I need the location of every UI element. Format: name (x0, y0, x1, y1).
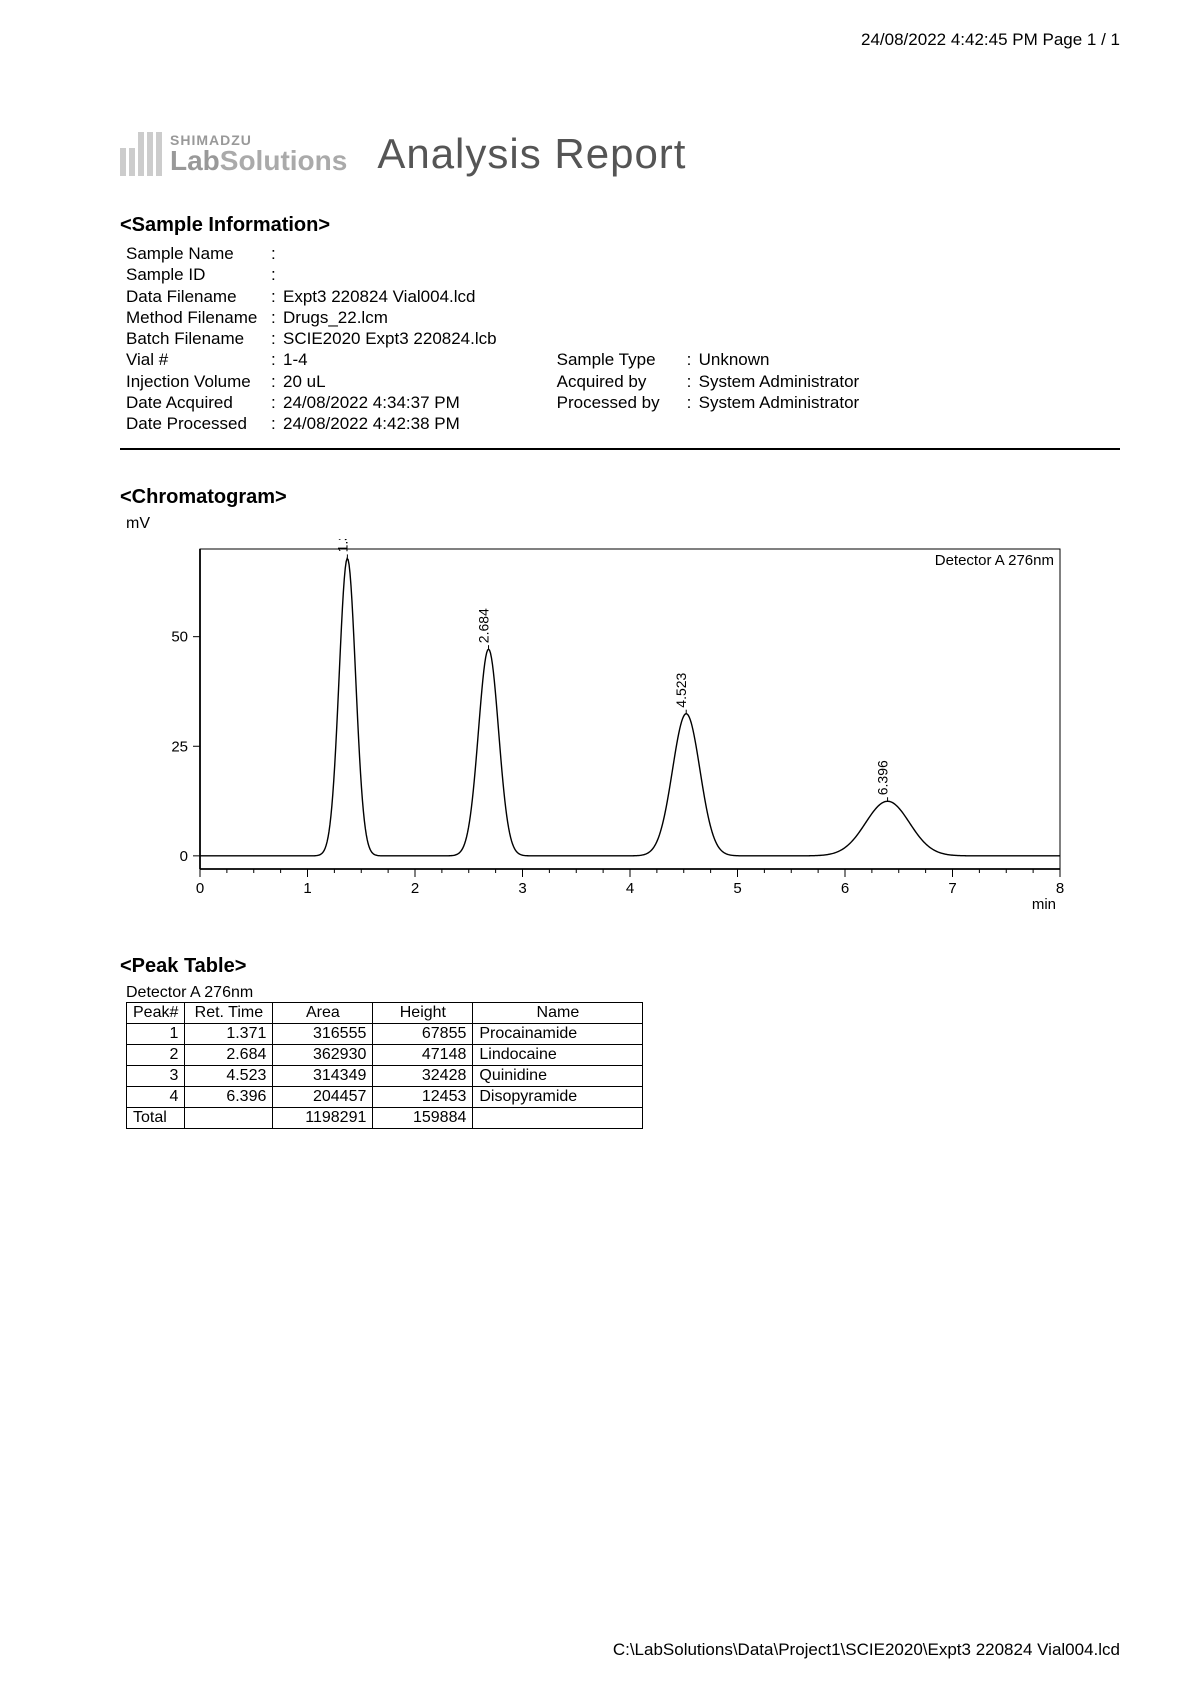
section-peak-table: <Peak Table> (120, 955, 1120, 978)
sample-field: Processed by:System Administrator (557, 392, 860, 413)
svg-text:6.396: 6.396 (875, 760, 891, 795)
table-row: 46.39620445712453Disopyramide (127, 1087, 643, 1108)
field-label: Sample Type (557, 349, 687, 370)
field-label: Acquired by (557, 371, 687, 392)
svg-text:8: 8 (1056, 880, 1064, 897)
column-header: Ret. Time (185, 1003, 273, 1024)
field-value: 1-4 (283, 349, 308, 370)
svg-text:0: 0 (196, 880, 204, 897)
sample-field: Method Filename:Drugs_22.lcm (126, 307, 497, 328)
logo-bars-icon (120, 132, 162, 176)
peak-table-detector: Detector A 276nm (126, 984, 1120, 1002)
sample-field: Sample Name: (126, 243, 497, 264)
field-label: Date Acquired (126, 392, 271, 413)
table-row: 34.52331434932428Quinidine (127, 1066, 643, 1087)
section-sample-info: <Sample Information> (120, 214, 1120, 237)
svg-text:7: 7 (948, 880, 956, 897)
column-header: Name (473, 1003, 643, 1024)
field-label: Sample ID (126, 264, 271, 285)
header-timestamp: 24/08/2022 4:42:45 PM Page 1 / 1 (861, 30, 1120, 49)
field-value: Expt3 220824 Vial004.lcd (283, 286, 476, 307)
field-value: 20 uL (283, 371, 326, 392)
sample-field: Sample Type:Unknown (557, 349, 860, 370)
column-header: Height (373, 1003, 473, 1024)
title-row: SHIMADZU LabSolutions Analysis Report (120, 130, 1120, 178)
sample-field: Data Filename:Expt3 220824 Vial004.lcd (126, 286, 497, 307)
field-label: Processed by (557, 392, 687, 413)
sample-field: Vial #:1-4 (126, 349, 497, 370)
sample-info-right: Sample Type:UnknownAcquired by:System Ad… (557, 243, 860, 434)
chromatogram-chart: 0 25 50 0 1 2 3 4 5 6 7 8min Detector A 276nm 1.371 2.… (120, 539, 1120, 919)
field-value: 24/08/2022 4:42:38 PM (283, 413, 460, 434)
svg-text:25: 25 (171, 739, 188, 756)
svg-text:5: 5 (733, 880, 741, 897)
field-label: Vial # (126, 349, 271, 370)
field-label: Sample Name (126, 243, 271, 264)
svg-text:Detector A 276nm: Detector A 276nm (935, 552, 1054, 569)
report-title: Analysis Report (377, 130, 686, 178)
field-label: Batch Filename (126, 328, 271, 349)
column-header: Area (273, 1003, 373, 1024)
sample-field: Sample ID: (126, 264, 497, 285)
svg-text:1.371: 1.371 (334, 539, 350, 552)
report-body: SHIMADZU LabSolutions Analysis Report <S… (120, 130, 1120, 1129)
sample-field: Date Acquired:24/08/2022 4:34:37 PM (126, 392, 497, 413)
sample-info: Sample Name:Sample ID:Data Filename:Expt… (120, 243, 1120, 450)
svg-text:0: 0 (180, 848, 188, 865)
svg-text:4: 4 (626, 880, 634, 897)
field-value: System Administrator (699, 392, 860, 413)
field-value: System Administrator (699, 371, 860, 392)
sample-field: Injection Volume:20 uL (126, 371, 497, 392)
svg-text:1: 1 (303, 880, 311, 897)
field-label: Date Processed (126, 413, 271, 434)
svg-text:3: 3 (518, 880, 526, 897)
table-row: 11.37131655567855Procainamide (127, 1024, 643, 1045)
table-total-row: Total1198291159884 (127, 1108, 643, 1129)
sample-info-left: Sample Name:Sample ID:Data Filename:Expt… (126, 243, 497, 434)
field-value: SCIE2020 Expt3 220824.lcb (283, 328, 497, 349)
field-value: 24/08/2022 4:34:37 PM (283, 392, 460, 413)
svg-text:4.523: 4.523 (673, 673, 689, 708)
sample-field: Batch Filename:SCIE2020 Expt3 220824.lcb (126, 328, 497, 349)
table-row: 22.68436293047148Lindocaine (127, 1045, 643, 1066)
svg-text:2: 2 (411, 880, 419, 897)
footer-path: C:\LabSolutions\Data\Project1\SCIE2020\E… (613, 1640, 1120, 1660)
field-label: Method Filename (126, 307, 271, 328)
sample-field: Date Processed:24/08/2022 4:42:38 PM (126, 413, 497, 434)
svg-text:6: 6 (841, 880, 849, 897)
logo: SHIMADZU LabSolutions (120, 132, 347, 176)
svg-text:50: 50 (171, 629, 188, 646)
section-chromatogram: <Chromatogram> (120, 486, 1120, 509)
svg-text:min: min (1032, 896, 1056, 913)
field-value: Drugs_22.lcm (283, 307, 388, 328)
sample-field: Acquired by:System Administrator (557, 371, 860, 392)
field-label: Injection Volume (126, 371, 271, 392)
chromatogram-unit: mV (126, 515, 1120, 533)
field-value: Unknown (699, 349, 770, 370)
column-header: Peak# (127, 1003, 185, 1024)
logo-product: LabSolutions (170, 147, 347, 175)
page-header: 24/08/2022 4:42:45 PM Page 1 / 1 (861, 30, 1120, 50)
peak-table: Peak#Ret. TimeAreaHeightName11.371316555… (126, 1002, 643, 1129)
svg-text:2.684: 2.684 (476, 608, 492, 643)
field-label: Data Filename (126, 286, 271, 307)
